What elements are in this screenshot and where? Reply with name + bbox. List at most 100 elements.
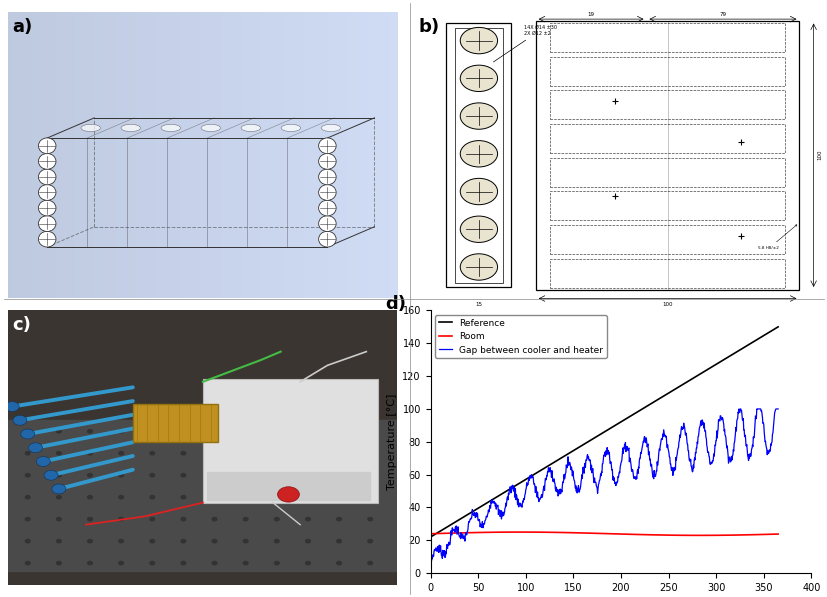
- Circle shape: [305, 561, 310, 565]
- Ellipse shape: [318, 138, 336, 153]
- Circle shape: [243, 540, 248, 543]
- Bar: [535, 20, 799, 290]
- Text: 5.8 H8/±2: 5.8 H8/±2: [758, 224, 796, 251]
- Circle shape: [305, 473, 310, 477]
- Ellipse shape: [38, 231, 56, 247]
- Text: d): d): [385, 295, 405, 313]
- Circle shape: [26, 473, 30, 477]
- Circle shape: [460, 65, 497, 91]
- Circle shape: [56, 451, 61, 455]
- Bar: [549, 259, 784, 288]
- Circle shape: [367, 451, 372, 455]
- Gap between cooler and heater: [772, 405, 782, 413]
- Circle shape: [56, 496, 61, 499]
- Circle shape: [88, 540, 93, 543]
- Circle shape: [150, 430, 155, 433]
- Circle shape: [56, 561, 61, 565]
- Gap between cooler and heater: [733, 405, 743, 413]
- Bar: [549, 158, 784, 187]
- Bar: [549, 191, 784, 220]
- Circle shape: [88, 430, 93, 433]
- Circle shape: [118, 473, 123, 477]
- Circle shape: [118, 561, 123, 565]
- Gap between cooler and heater: [646, 466, 656, 473]
- Circle shape: [212, 430, 217, 433]
- Circle shape: [460, 141, 497, 167]
- Circle shape: [243, 430, 248, 433]
- Circle shape: [460, 216, 497, 242]
- Bar: [549, 90, 784, 119]
- Circle shape: [274, 561, 279, 565]
- Circle shape: [337, 496, 341, 499]
- Circle shape: [460, 27, 497, 54]
- Circle shape: [150, 561, 155, 565]
- Circle shape: [243, 473, 248, 477]
- Circle shape: [181, 451, 185, 455]
- Room: [492, 528, 502, 536]
- Bar: [549, 57, 784, 85]
- Circle shape: [181, 518, 185, 521]
- Circle shape: [56, 473, 61, 477]
- Text: c): c): [12, 316, 31, 334]
- Circle shape: [36, 457, 50, 466]
- Circle shape: [181, 561, 185, 565]
- Bar: [446, 23, 511, 287]
- Bar: [207, 472, 370, 500]
- Ellipse shape: [201, 124, 220, 131]
- Ellipse shape: [318, 169, 336, 185]
- Text: 79: 79: [719, 12, 725, 17]
- Circle shape: [460, 179, 497, 205]
- Circle shape: [56, 518, 61, 521]
- Gap between cooler and heater: [627, 466, 637, 473]
- Text: 14X Ø14 ±30
2X Ø12 ±2: 14X Ø14 ±30 2X Ø12 ±2: [493, 25, 556, 62]
- Ellipse shape: [318, 216, 336, 232]
- Circle shape: [88, 561, 93, 565]
- Text: b): b): [418, 18, 438, 36]
- Circle shape: [305, 496, 310, 499]
- Room: [607, 530, 617, 537]
- Circle shape: [28, 443, 42, 453]
- Circle shape: [243, 561, 248, 565]
- Gap between cooler and heater: [425, 561, 435, 568]
- Bar: [203, 379, 377, 503]
- Circle shape: [305, 518, 310, 521]
- Circle shape: [337, 518, 341, 521]
- Ellipse shape: [161, 124, 180, 131]
- Ellipse shape: [38, 216, 56, 232]
- Room: [772, 531, 782, 538]
- Bar: [549, 23, 784, 52]
- Circle shape: [212, 561, 217, 565]
- Bar: [549, 225, 784, 254]
- Circle shape: [56, 430, 61, 433]
- Circle shape: [181, 496, 185, 499]
- Circle shape: [212, 518, 217, 521]
- Circle shape: [150, 473, 155, 477]
- Circle shape: [274, 518, 279, 521]
- Circle shape: [367, 540, 372, 543]
- Text: 100: 100: [662, 301, 672, 307]
- Circle shape: [88, 473, 93, 477]
- Circle shape: [337, 561, 341, 565]
- Circle shape: [337, 430, 341, 433]
- Ellipse shape: [81, 124, 100, 131]
- Circle shape: [367, 518, 372, 521]
- Legend: Reference, Room, Gap between cooler and heater: Reference, Room, Gap between cooler and …: [434, 315, 606, 358]
- Circle shape: [118, 540, 123, 543]
- Circle shape: [150, 451, 155, 455]
- Circle shape: [56, 540, 61, 543]
- Circle shape: [243, 496, 248, 499]
- Circle shape: [367, 561, 372, 565]
- Circle shape: [274, 496, 279, 499]
- Text: 15: 15: [475, 301, 482, 307]
- Circle shape: [118, 430, 123, 433]
- Line: Room: Room: [430, 532, 777, 536]
- Circle shape: [26, 496, 30, 499]
- Ellipse shape: [38, 184, 56, 201]
- Circle shape: [337, 473, 341, 477]
- Circle shape: [212, 451, 217, 455]
- Circle shape: [367, 473, 372, 477]
- Gap between cooler and heater: [688, 457, 698, 464]
- Circle shape: [181, 473, 185, 477]
- Circle shape: [21, 429, 35, 439]
- Room: [635, 531, 645, 538]
